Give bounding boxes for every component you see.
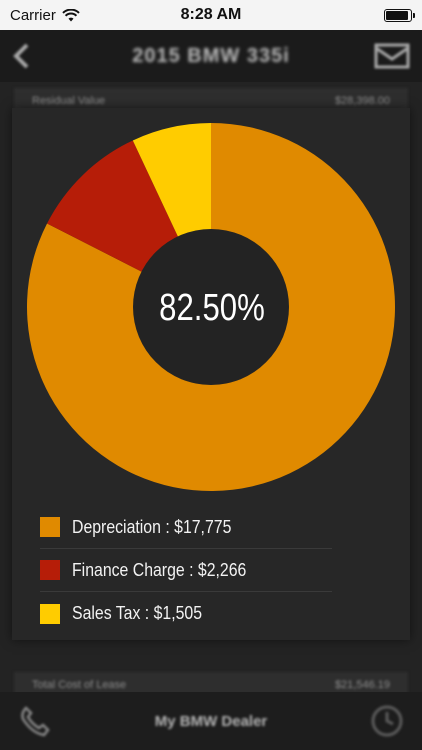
donut-hole xyxy=(133,229,289,385)
background-row-label: Total Cost of Lease xyxy=(32,679,127,691)
legend-label: Depreciation : $17,775 xyxy=(72,516,232,537)
carrier-name: Carrier xyxy=(10,6,56,24)
legend-label: Sales Tax : $1,505 xyxy=(72,603,203,623)
tab-bar: My BMW Dealer xyxy=(0,692,422,750)
nav-bar: 2015 BMW 335i xyxy=(0,30,422,82)
background-row-value: $21,546.19 xyxy=(334,679,390,691)
legend-item-depreciation: Depreciation : $17,775 xyxy=(40,506,332,549)
legend-item-sales-tax: Sales Tax : $1,505 xyxy=(40,592,332,635)
chart-legend: Depreciation : $17,775 Finance Charge : $… xyxy=(40,506,332,635)
mail-icon[interactable] xyxy=(374,43,410,69)
legend-swatch xyxy=(40,517,60,537)
donut-chart xyxy=(26,123,396,491)
chevron-left-icon[interactable] xyxy=(12,42,30,70)
wifi-icon xyxy=(62,8,80,21)
legend-swatch xyxy=(40,560,60,580)
legend-swatch xyxy=(40,603,60,624)
tab-dealer-label[interactable]: My BMW Dealer xyxy=(154,712,268,730)
legend-item-finance-charge: Finance Charge : $2,266 xyxy=(40,549,332,592)
chart-card[interactable]: 82.50% Depreciation : $17,775 Finance Cha… xyxy=(12,108,410,640)
legend-label: Finance Charge : $2,266 xyxy=(72,559,247,580)
battery-icon xyxy=(384,8,415,22)
status-bar: Carrier 8:28 AM xyxy=(0,0,422,30)
phone-icon[interactable] xyxy=(18,704,52,738)
chart-center-percentage: 82.50% xyxy=(159,286,265,329)
background-row-label: Residual Value xyxy=(32,95,106,107)
clock-icon[interactable] xyxy=(370,704,404,738)
background-row-value: $28,398.00 xyxy=(334,95,390,107)
page-title: 2015 BMW 335i xyxy=(132,44,290,67)
